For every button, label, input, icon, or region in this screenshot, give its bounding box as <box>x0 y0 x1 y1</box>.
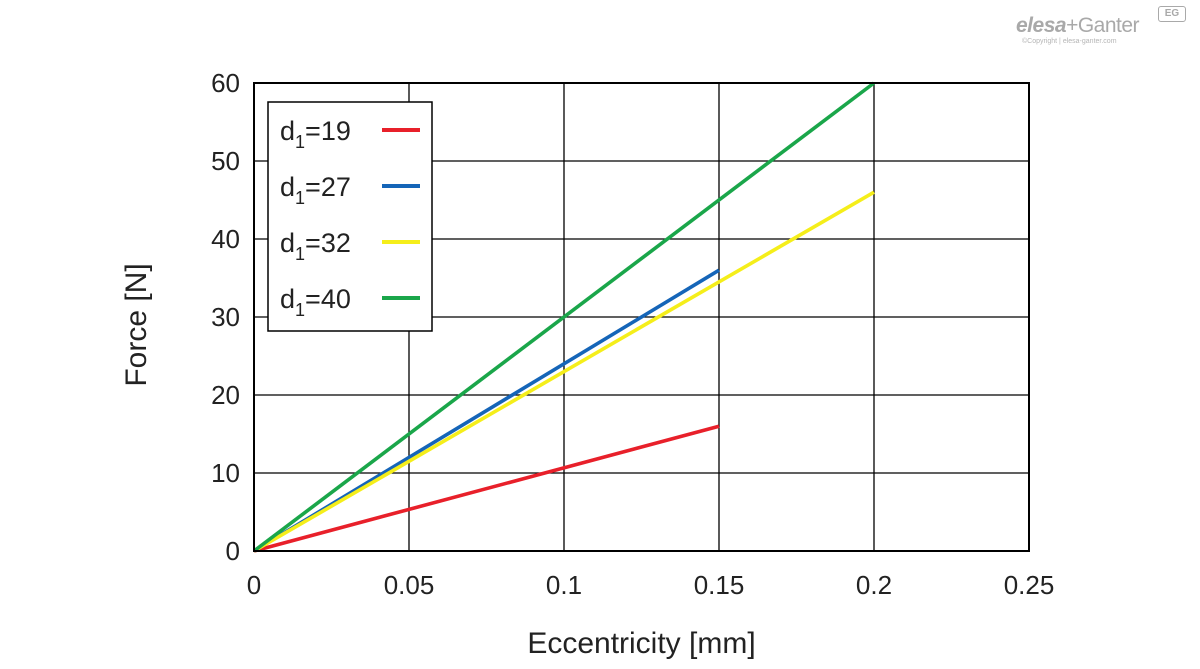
plot-frame <box>253 82 1030 552</box>
series-line-d1-40 <box>252 81 876 553</box>
y-tick-labels: 0 10 20 30 40 50 60 <box>211 68 240 566</box>
x-tick-labels: 0 0.05 0.1 0.15 0.2 0.25 <box>247 570 1055 600</box>
legend-label: d1=40 <box>280 284 351 320</box>
brand-logo: elesa+Ganter EG ©Copyright | elesa-gante… <box>1016 6 1186 46</box>
x-tick-label: 0.25 <box>1004 570 1055 600</box>
legend: d1=19 d1=27 d1=32 d1=40 <box>267 101 433 332</box>
brand-badge: EG <box>1158 6 1186 22</box>
series-line-d1-19 <box>253 424 720 553</box>
y-axis-title: Force [N] <box>120 263 153 386</box>
legend-label: d1=27 <box>280 172 351 208</box>
y-tick-label: 0 <box>226 536 240 566</box>
y-tick-label: 50 <box>211 146 240 176</box>
brand-ganter: Ganter <box>1077 14 1140 37</box>
y-tick-label: 40 <box>211 224 240 254</box>
x-tick-label: 0.1 <box>546 570 582 600</box>
brand-plus: + <box>1066 14 1078 37</box>
x-tick-label: 0 <box>247 570 261 600</box>
x-axis-title: Eccentricity [mm] <box>527 627 755 660</box>
legend-label: d1=19 <box>280 116 351 152</box>
brand-logo-text: elesa+Ganter <box>1016 14 1140 38</box>
x-tick-label: 0.05 <box>384 570 435 600</box>
x-tick-label: 0.15 <box>694 570 745 600</box>
y-tick-label: 30 <box>211 302 240 332</box>
series-lines <box>252 81 876 553</box>
y-tick-label: 20 <box>211 380 240 410</box>
brand-elesa: elesa <box>1016 14 1067 37</box>
brand-copyright: ©Copyright | elesa-ganter.com <box>1022 38 1117 45</box>
y-tick-label: 10 <box>211 458 240 488</box>
series-line-d1-32 <box>253 190 875 553</box>
y-tick-label: 60 <box>211 68 240 98</box>
legend-box <box>267 101 433 332</box>
legend-label: d1=32 <box>280 228 351 264</box>
x-tick-label: 0.2 <box>856 570 892 600</box>
